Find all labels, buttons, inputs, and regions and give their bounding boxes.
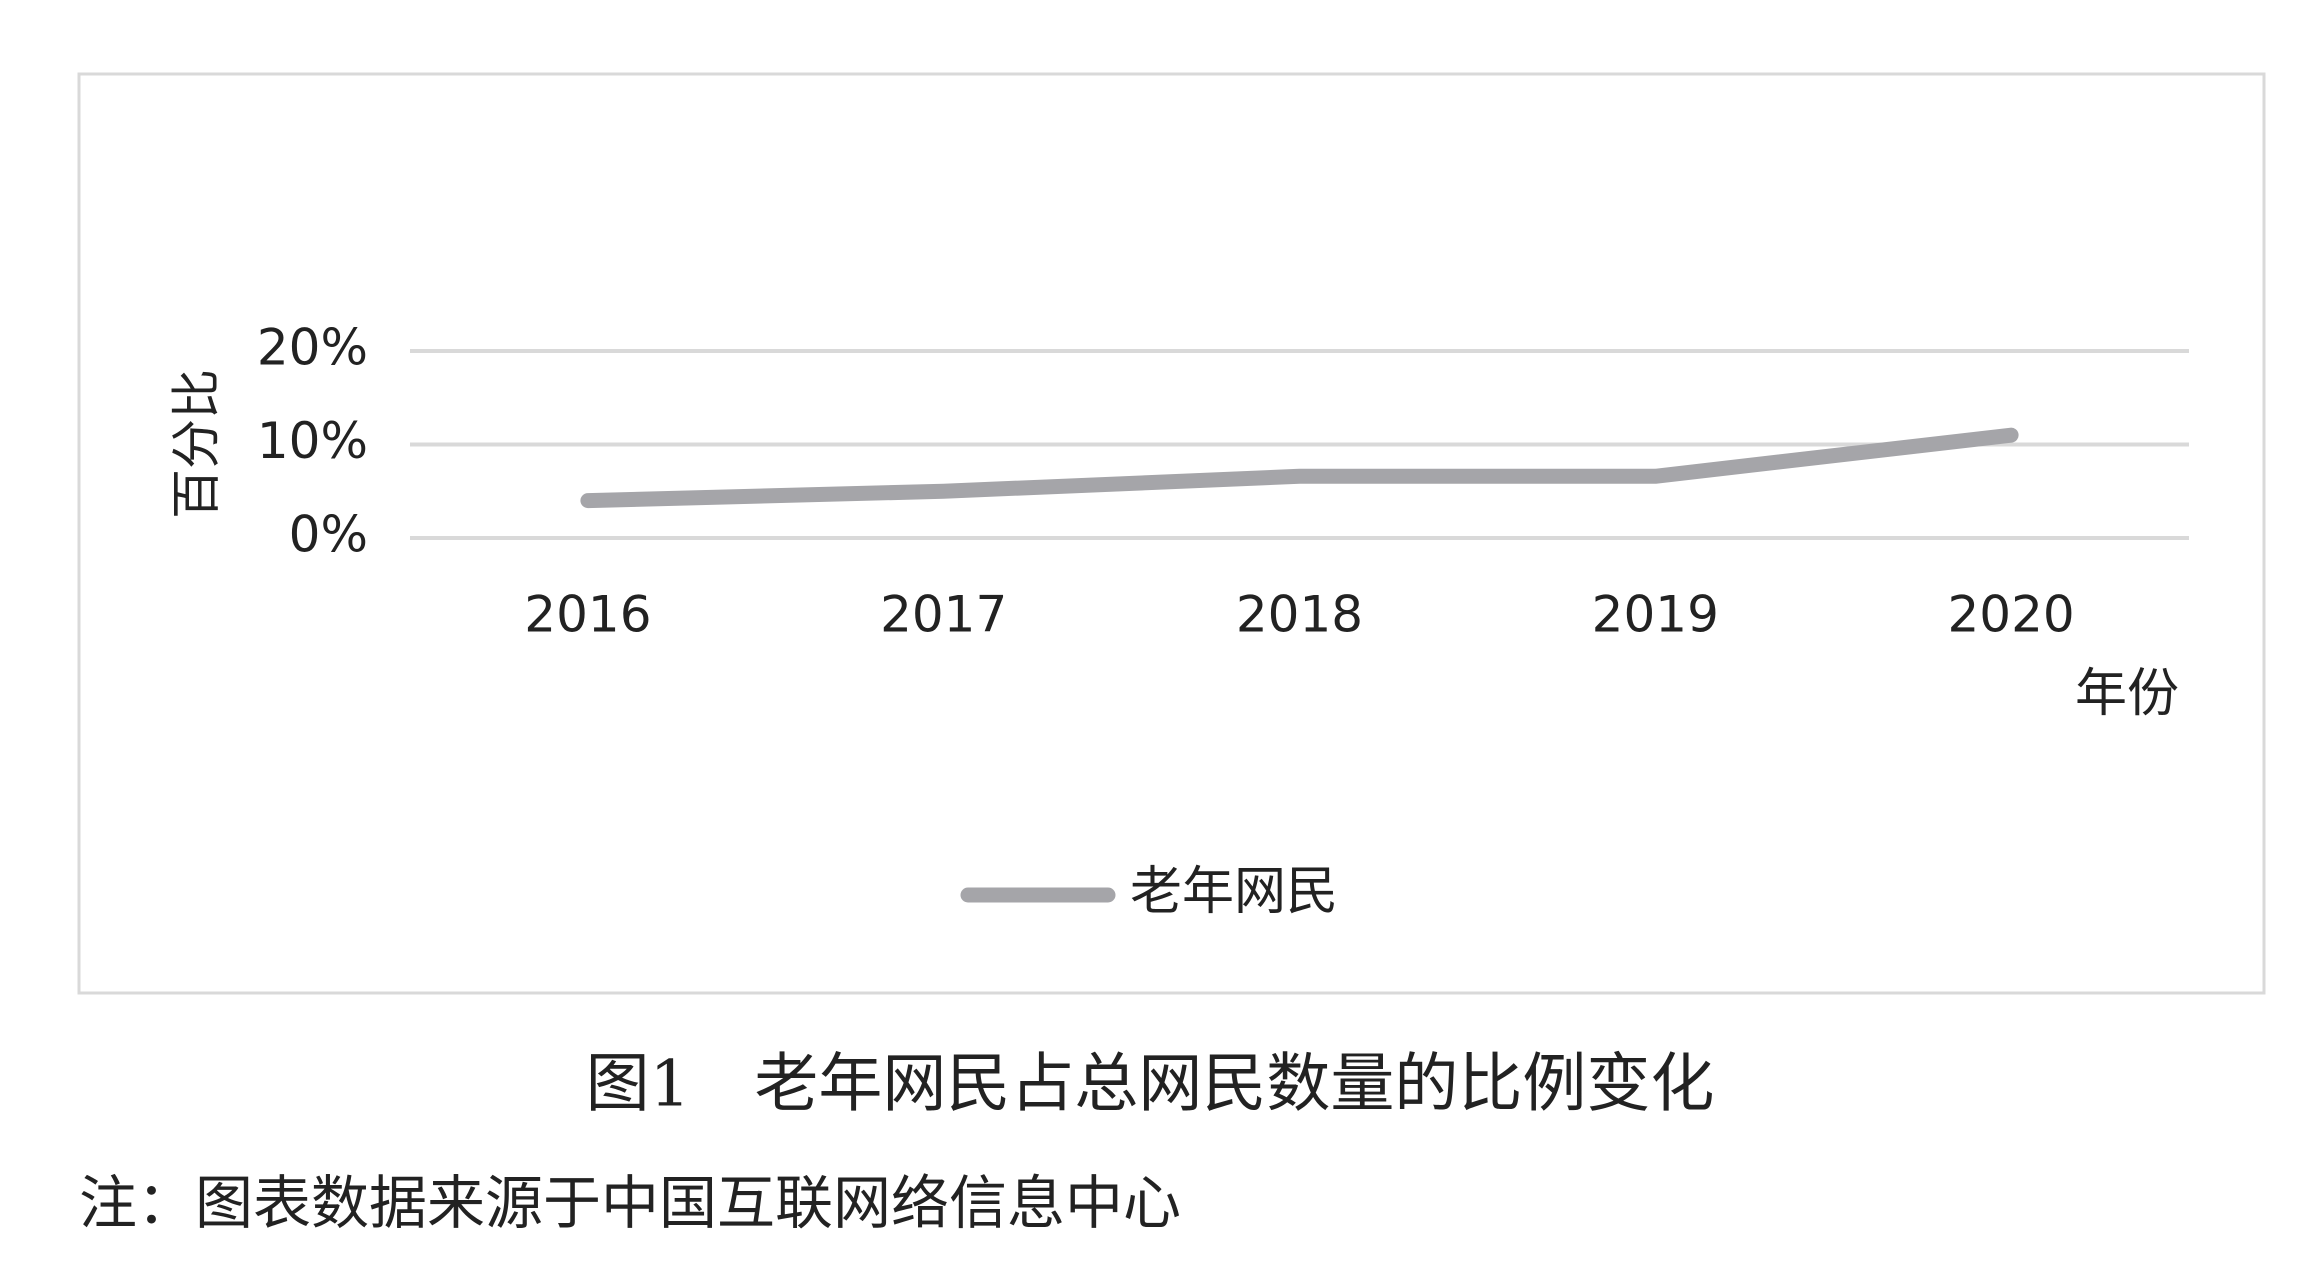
y-axis-label: 百分比	[168, 369, 226, 519]
y-tick-label: 10%	[257, 412, 368, 470]
x-tick-label: 2016	[524, 586, 651, 644]
y-tick-label: 20%	[257, 319, 368, 377]
x-tick-label: 2018	[1236, 586, 1363, 644]
x-tick-label: 2020	[1947, 586, 2074, 644]
x-axis-label: 年份	[2075, 664, 2179, 724]
data-line	[580, 427, 2019, 509]
x-tick-label: 2019	[1592, 586, 1719, 644]
source-note: 注：图表数据来源于中国互联网络信息中心	[79, 1169, 1181, 1237]
x-tick-label: 2017	[880, 586, 1007, 644]
y-tick-label: 0%	[289, 506, 368, 564]
figure-caption: 图1 老年网民占总网民数量的比例变化	[586, 1048, 1715, 1122]
legend-label: 老年网民	[1130, 862, 1338, 922]
chart-frame	[77, 72, 2266, 995]
